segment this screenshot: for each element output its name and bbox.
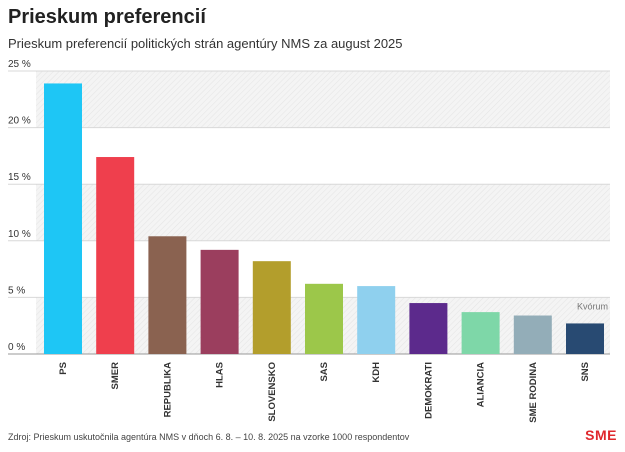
y-tick-label: 20 % xyxy=(8,116,31,127)
threshold-label: Kvórum xyxy=(577,301,608,311)
chart-title: Prieskum preferencií xyxy=(8,6,206,28)
bar-sns xyxy=(566,323,604,354)
bar-slovensko xyxy=(252,261,291,354)
bar-sas xyxy=(305,283,343,354)
bar-hlas xyxy=(200,249,239,354)
x-tick-label: SMER xyxy=(110,362,121,390)
grid-band xyxy=(36,71,610,128)
bar-aliancia xyxy=(461,312,500,354)
x-tick-label: SME RODINA xyxy=(528,362,539,423)
x-tick-label: REPUBLIKA xyxy=(162,362,173,418)
bar-kdh xyxy=(357,286,396,354)
x-tick-label: ALIANCIA xyxy=(476,362,487,408)
y-tick-label: 10 % xyxy=(8,229,31,240)
y-tick-label: 0 % xyxy=(8,342,25,353)
bar-demokrati xyxy=(409,303,448,354)
x-tick-label: DEMOKRATI xyxy=(423,362,434,419)
y-tick-label: 15 % xyxy=(8,172,31,183)
bar-ps xyxy=(44,83,82,355)
x-tick-label: SLOVENSKO xyxy=(267,362,278,422)
source-note: Zdroj: Prieskum uskutočnila agentúra NMS… xyxy=(8,432,410,442)
x-tick-label: HLAS xyxy=(215,362,226,388)
x-tick-label: KDH xyxy=(371,362,382,383)
bar-sme-rodina xyxy=(513,315,552,354)
sme-logo: SME xyxy=(585,427,617,443)
y-tick-label: 25 % xyxy=(8,59,31,70)
bar-smer xyxy=(96,157,135,354)
x-tick-label: SAS xyxy=(319,362,330,382)
y-tick-label: 5 % xyxy=(8,285,25,296)
chart-subtitle: Prieskum preferencií politických strán a… xyxy=(8,36,403,51)
x-tick-label: PS xyxy=(58,362,69,375)
bar-republika xyxy=(148,236,187,354)
x-tick-label: SNS xyxy=(580,362,591,382)
